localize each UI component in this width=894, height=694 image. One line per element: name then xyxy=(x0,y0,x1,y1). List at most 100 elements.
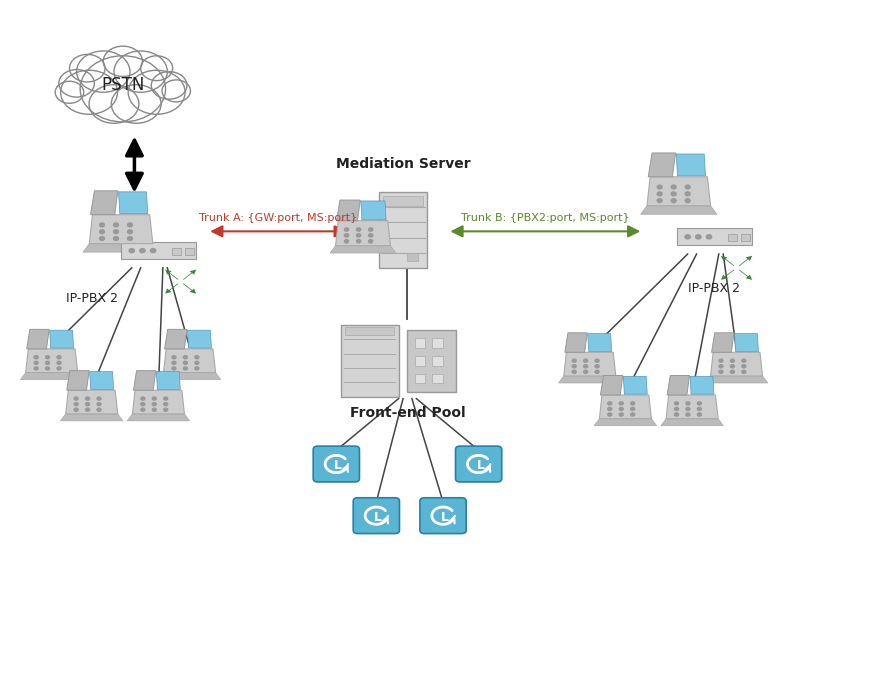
Circle shape xyxy=(111,85,161,124)
Polygon shape xyxy=(599,395,651,418)
Circle shape xyxy=(59,69,94,97)
FancyBboxPatch shape xyxy=(414,374,425,384)
Circle shape xyxy=(718,365,722,368)
Circle shape xyxy=(685,192,689,196)
Circle shape xyxy=(741,365,745,368)
Circle shape xyxy=(140,397,145,400)
Circle shape xyxy=(595,371,598,373)
Circle shape xyxy=(152,408,156,412)
Circle shape xyxy=(630,407,634,410)
FancyBboxPatch shape xyxy=(432,374,443,384)
Polygon shape xyxy=(660,418,722,425)
Circle shape xyxy=(718,359,722,362)
Polygon shape xyxy=(600,375,622,395)
FancyArrow shape xyxy=(738,256,751,266)
Polygon shape xyxy=(564,333,586,353)
FancyBboxPatch shape xyxy=(407,253,417,261)
Polygon shape xyxy=(27,330,49,349)
Circle shape xyxy=(730,371,734,373)
Circle shape xyxy=(368,228,373,231)
FancyArrow shape xyxy=(182,269,196,280)
Circle shape xyxy=(607,407,611,410)
FancyBboxPatch shape xyxy=(185,248,194,255)
Polygon shape xyxy=(65,390,118,414)
Circle shape xyxy=(674,413,678,416)
Circle shape xyxy=(57,367,61,370)
Polygon shape xyxy=(49,330,73,348)
Circle shape xyxy=(164,397,167,400)
Circle shape xyxy=(89,85,139,124)
Circle shape xyxy=(630,413,634,416)
Circle shape xyxy=(97,408,101,412)
Polygon shape xyxy=(156,371,180,389)
Circle shape xyxy=(152,403,156,406)
Polygon shape xyxy=(360,201,385,220)
Text: Trunk B: {PBX2:port, MS:port}: Trunk B: {PBX2:port, MS:port} xyxy=(460,213,629,223)
Polygon shape xyxy=(665,395,717,418)
Circle shape xyxy=(583,365,587,368)
Polygon shape xyxy=(563,353,615,376)
FancyBboxPatch shape xyxy=(432,338,443,348)
Circle shape xyxy=(730,359,734,362)
Circle shape xyxy=(571,359,576,362)
Circle shape xyxy=(695,235,700,239)
Circle shape xyxy=(86,403,89,406)
Text: Front-end Pool: Front-end Pool xyxy=(350,405,465,419)
Circle shape xyxy=(172,356,176,359)
Circle shape xyxy=(195,367,198,370)
FancyBboxPatch shape xyxy=(345,327,393,335)
Circle shape xyxy=(630,402,634,405)
Polygon shape xyxy=(89,214,153,244)
Circle shape xyxy=(97,397,101,400)
Circle shape xyxy=(183,362,187,364)
Polygon shape xyxy=(587,334,611,351)
Circle shape xyxy=(77,51,130,92)
Polygon shape xyxy=(710,353,762,376)
Polygon shape xyxy=(26,349,78,373)
Circle shape xyxy=(656,185,662,189)
Text: PSTN: PSTN xyxy=(101,76,144,94)
Polygon shape xyxy=(83,244,159,252)
Circle shape xyxy=(685,413,689,416)
Circle shape xyxy=(74,397,78,400)
Polygon shape xyxy=(330,246,395,253)
Circle shape xyxy=(103,46,142,76)
Circle shape xyxy=(172,367,176,370)
FancyArrow shape xyxy=(721,256,733,266)
Circle shape xyxy=(74,408,78,412)
Circle shape xyxy=(55,81,84,103)
Polygon shape xyxy=(689,376,713,394)
Polygon shape xyxy=(164,330,187,349)
FancyBboxPatch shape xyxy=(419,498,466,534)
FancyBboxPatch shape xyxy=(378,192,427,268)
FancyBboxPatch shape xyxy=(727,234,736,241)
Polygon shape xyxy=(21,373,83,380)
Circle shape xyxy=(34,362,38,364)
FancyBboxPatch shape xyxy=(414,338,425,348)
Circle shape xyxy=(140,403,145,406)
Circle shape xyxy=(114,237,118,240)
Circle shape xyxy=(571,371,576,373)
Circle shape xyxy=(741,359,745,362)
Polygon shape xyxy=(133,371,156,390)
Circle shape xyxy=(74,403,78,406)
FancyBboxPatch shape xyxy=(432,356,443,366)
FancyBboxPatch shape xyxy=(121,242,196,260)
Circle shape xyxy=(86,408,89,412)
Circle shape xyxy=(61,70,117,115)
Circle shape xyxy=(127,223,132,227)
Circle shape xyxy=(127,237,132,240)
Circle shape xyxy=(583,371,587,373)
Circle shape xyxy=(86,397,89,400)
FancyBboxPatch shape xyxy=(414,356,425,366)
Circle shape xyxy=(685,185,689,189)
Polygon shape xyxy=(89,371,114,389)
FancyBboxPatch shape xyxy=(740,234,749,241)
Circle shape xyxy=(619,402,622,405)
Polygon shape xyxy=(118,192,148,214)
Polygon shape xyxy=(558,376,620,383)
Circle shape xyxy=(344,239,349,243)
Circle shape xyxy=(344,228,349,231)
Circle shape xyxy=(356,228,360,231)
Circle shape xyxy=(80,56,165,122)
